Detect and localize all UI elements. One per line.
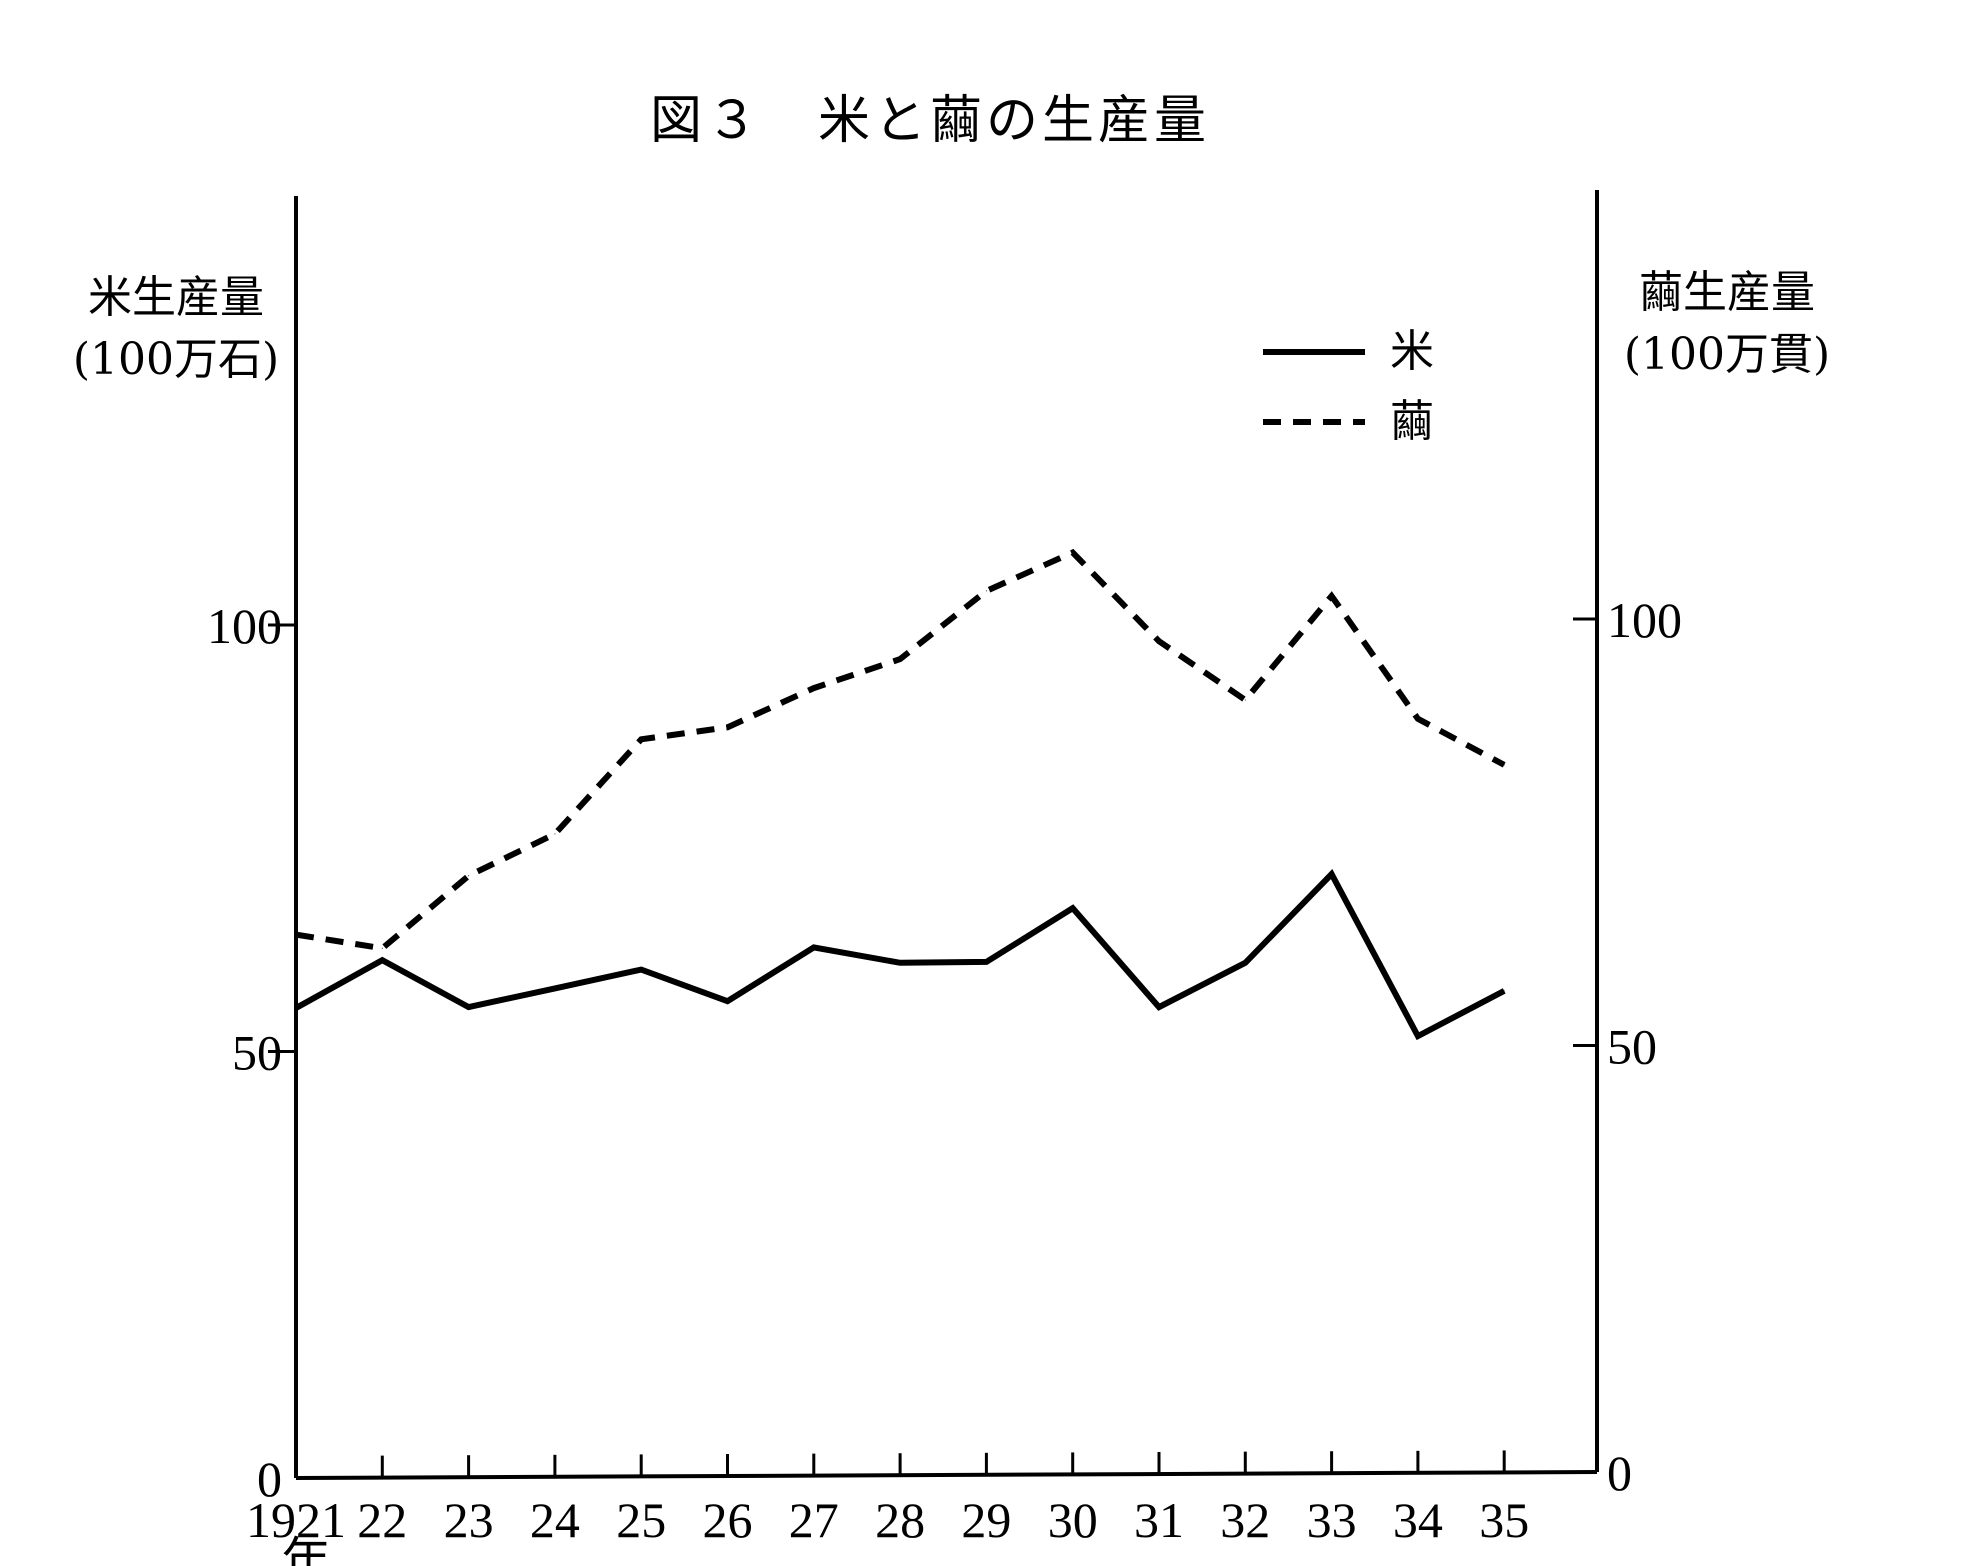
series-1-point	[1503, 764, 1505, 766]
series-1-point	[1072, 551, 1074, 553]
series-0-point	[1158, 1006, 1160, 1008]
right-tick-label: 100	[1607, 592, 1682, 648]
x-tick-label: 25	[616, 1492, 666, 1548]
series-0-point	[813, 946, 815, 948]
x-axis-unit-label: 年	[281, 1533, 331, 1566]
series-0-point	[468, 1006, 470, 1008]
series-0-point	[1331, 873, 1333, 875]
series-0-point	[1244, 962, 1246, 964]
series-0-point	[985, 961, 987, 963]
series-0-point	[899, 962, 901, 964]
series-1-point	[1417, 718, 1419, 720]
series-1-point	[468, 875, 470, 877]
right-axis-ticks: 0 50 100	[1573, 592, 1682, 1501]
x-axis-line	[295, 1470, 1598, 1480]
x-axis-ticks: 1921 22 23 24 25 26 27 28 29 30 31 32 33 34 35	[246, 1450, 1529, 1548]
x-tick-label: 23	[444, 1492, 494, 1548]
x-tick-label: 33	[1307, 1492, 1357, 1548]
right-tick-label: 50	[1607, 1019, 1657, 1075]
series-0-point	[1072, 907, 1074, 909]
left-tick-label: 50	[232, 1025, 282, 1081]
left-tick-label: 100	[207, 598, 282, 654]
left-axis-label-line2: (100万石)	[73, 334, 279, 385]
x-tick-label: 26	[703, 1492, 753, 1548]
series-1-point	[554, 833, 556, 835]
legend-label-series-0: 米	[1390, 326, 1434, 377]
right-axis-label-line1: 繭生産量	[1639, 267, 1815, 318]
legend-label-series-1: 繭	[1390, 396, 1434, 447]
x-tick-label: 32	[1220, 1492, 1270, 1548]
series-1-point	[1331, 595, 1333, 597]
series-0-point	[727, 1000, 728, 1002]
series-0-point	[295, 1007, 297, 1009]
chart-title: 図３ 米と繭の生産量	[650, 91, 1210, 151]
series-1-point	[295, 934, 297, 936]
x-tick-label: 28	[875, 1492, 925, 1548]
series-0-point	[381, 959, 383, 961]
x-tick-label: 34	[1393, 1492, 1443, 1548]
x-tick-label: 1921	[246, 1492, 346, 1548]
series-0-point	[640, 969, 642, 971]
series-1-point	[727, 726, 728, 728]
series-0-point	[1503, 990, 1505, 992]
series-1-point	[899, 658, 901, 660]
x-tick-label: 22	[357, 1492, 407, 1548]
legend: 米 繭	[1263, 326, 1434, 447]
series-line-1	[295, 548, 1506, 952]
series-line-0	[294, 869, 1506, 1041]
series-1-point	[813, 687, 815, 689]
series-1-point	[1244, 699, 1246, 701]
x-tick-label: 29	[961, 1492, 1011, 1548]
x-tick-label: 30	[1048, 1492, 1098, 1548]
left-tick-label: 0	[257, 1451, 282, 1507]
right-tick-label: 0	[1607, 1445, 1632, 1501]
series-1-point	[381, 947, 383, 949]
x-tick-label: 35	[1479, 1492, 1529, 1548]
series-0-point	[554, 987, 556, 989]
series-1-point	[1158, 640, 1160, 642]
x-tick-label: 24	[530, 1492, 580, 1548]
series-0-point	[1417, 1035, 1419, 1037]
left-axis-ticks: 0 50 100	[207, 598, 296, 1507]
series-lines	[294, 548, 1506, 1041]
x-tick-label: 31	[1134, 1492, 1184, 1548]
right-axis-label-line2: (100万貫)	[1624, 329, 1830, 380]
series-1-point	[985, 590, 987, 592]
left-axis-label-line1: 米生産量	[88, 272, 264, 323]
x-tick-label: 27	[789, 1492, 839, 1548]
series-1-point	[640, 738, 642, 740]
